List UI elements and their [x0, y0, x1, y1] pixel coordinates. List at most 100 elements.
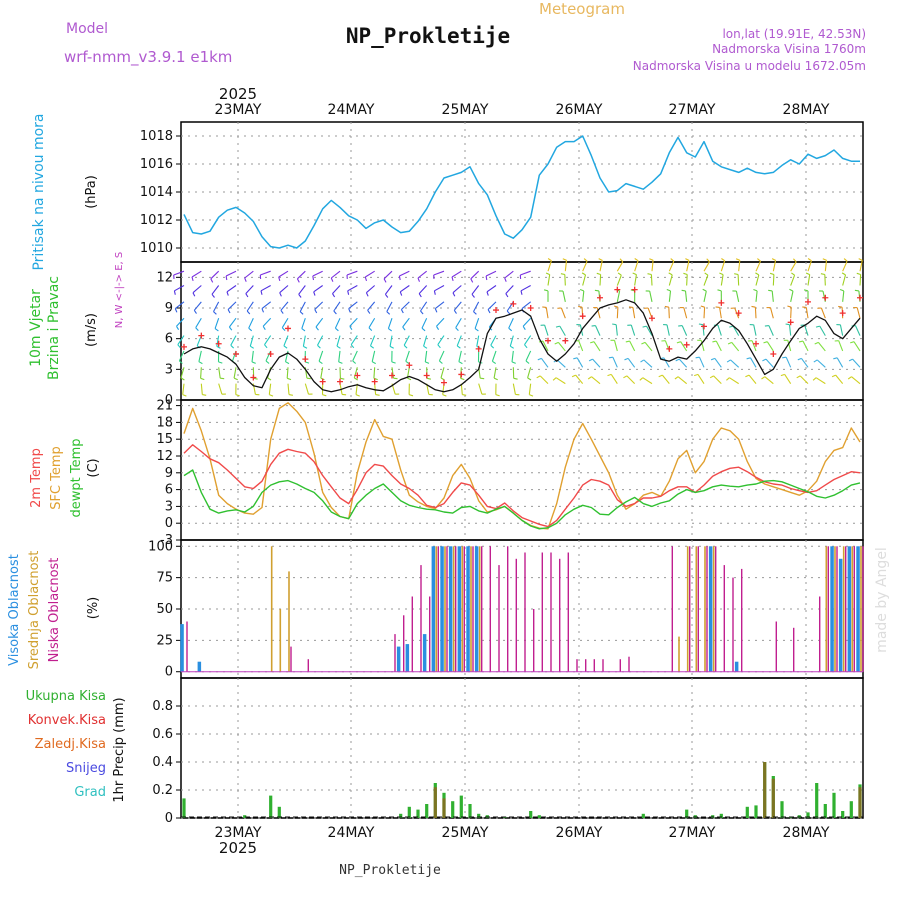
wind-barb-flag	[727, 341, 732, 345]
wind-barb	[836, 357, 844, 368]
wind-barb-flag	[554, 341, 559, 345]
wind-barb	[559, 325, 566, 336]
wind-barb-flag	[649, 258, 654, 261]
wind-barb-flag	[854, 289, 859, 292]
wind-barb-flag	[676, 341, 681, 344]
wind-barb-flag	[822, 258, 827, 261]
wind-barb	[790, 261, 797, 272]
wind-barb-flag	[793, 258, 797, 263]
cloud-bar	[678, 636, 680, 672]
wind-barb	[182, 383, 185, 395]
wind-barb-flag	[261, 308, 265, 313]
wind-barb	[735, 290, 740, 302]
wind-barb-flag	[504, 277, 507, 282]
cloud-bar	[732, 577, 734, 672]
wind-barb-flag	[763, 341, 768, 344]
wind-barb	[681, 325, 688, 336]
wind-barb-flag	[384, 293, 389, 298]
gust-marker	[631, 286, 638, 293]
wind-barb-flag	[813, 359, 818, 363]
wind-barb-flag	[340, 377, 345, 380]
wind-barb	[629, 340, 636, 352]
wind-barb	[684, 290, 688, 302]
precip-total-bar	[243, 815, 247, 818]
wind-barb	[790, 290, 794, 302]
wind-barb-flag	[647, 273, 652, 276]
wind-barb-flag	[753, 288, 758, 292]
precip-conv-bar	[433, 787, 437, 818]
cloud-bar	[541, 552, 543, 672]
wind-barb-flag	[322, 394, 327, 397]
wind-barb	[399, 270, 410, 277]
wind-barb-flag	[785, 323, 790, 326]
wind-barb-flag	[771, 258, 776, 261]
wind-barb	[651, 260, 654, 272]
wind-barb-flag	[678, 325, 683, 327]
temp-tick-label: 15	[156, 432, 173, 447]
wind-barb	[642, 377, 653, 385]
wind-barb	[750, 357, 757, 368]
wind-barb-flag	[639, 377, 644, 381]
temp-tick-label: 3	[165, 499, 173, 514]
wind-barb	[200, 383, 203, 395]
wind-barb-flag	[182, 394, 187, 397]
wind-barb	[547, 274, 551, 286]
wind-barb-flag	[591, 325, 596, 327]
wind-barb-flag	[315, 326, 319, 331]
wind-barb-flag	[317, 344, 321, 349]
wind-barb	[260, 285, 271, 292]
wind-barb	[330, 270, 341, 279]
wind-barb-flag	[831, 374, 836, 378]
gust-marker	[649, 315, 655, 322]
wind-barb-flag	[333, 310, 337, 315]
wind-axis-title-1: 10m Vjetar	[28, 289, 44, 367]
wind-barb	[839, 324, 844, 336]
wind-barb-flag	[702, 288, 707, 292]
wind-barb	[451, 270, 462, 278]
dewpt-line	[183, 469, 861, 530]
wind-tick-label: 0	[165, 393, 173, 408]
wind-barb	[785, 356, 792, 368]
wind-barb-flag	[389, 345, 394, 349]
wind-barb	[678, 358, 688, 368]
wind-barb	[387, 318, 393, 329]
temp-axis-title-2: SFC Temp	[49, 446, 64, 510]
wind-axis-title-2: Brzina i Pravac	[46, 276, 62, 380]
precip-conv-bar	[763, 762, 767, 818]
cloud-bar	[723, 565, 725, 672]
wind-barb-flag	[843, 258, 848, 262]
cloud-bar	[862, 546, 864, 672]
wind-barb	[365, 270, 375, 278]
wind-barb	[264, 335, 272, 346]
wind-barb	[807, 260, 812, 272]
wind-tick-label: 6	[165, 332, 173, 347]
wind-barb	[487, 301, 497, 310]
cloud-bar	[628, 656, 630, 672]
precip-total-bar	[277, 806, 281, 818]
cloud-bar	[793, 627, 795, 672]
cloud-bar	[440, 546, 444, 672]
cloud-bar	[437, 546, 439, 672]
wind-barb	[333, 301, 341, 312]
wind-barb	[731, 342, 740, 352]
wind-barb	[350, 335, 358, 346]
wind-barb	[769, 307, 774, 319]
wind-barb	[173, 270, 185, 276]
wind-barb-flag	[227, 309, 231, 314]
wind-barb	[347, 285, 358, 292]
cloud-bar	[715, 546, 717, 672]
wind-barb-flag	[542, 306, 547, 308]
cloud-bar	[420, 565, 422, 672]
wind-barb	[332, 285, 341, 294]
pressure-tick-label: 1018	[140, 129, 173, 144]
wind-barb	[753, 324, 757, 336]
wind-barb	[512, 383, 516, 395]
wind-barb	[403, 335, 410, 346]
wind-tick-label: 9	[165, 301, 173, 316]
wind-barb-flag	[856, 272, 861, 276]
cloud-bar	[290, 646, 292, 672]
wind-barb	[801, 358, 809, 368]
wind-barb	[799, 375, 809, 385]
day-label-bottom: 23MAY	[215, 825, 262, 841]
wind-barb-flag	[244, 277, 247, 282]
